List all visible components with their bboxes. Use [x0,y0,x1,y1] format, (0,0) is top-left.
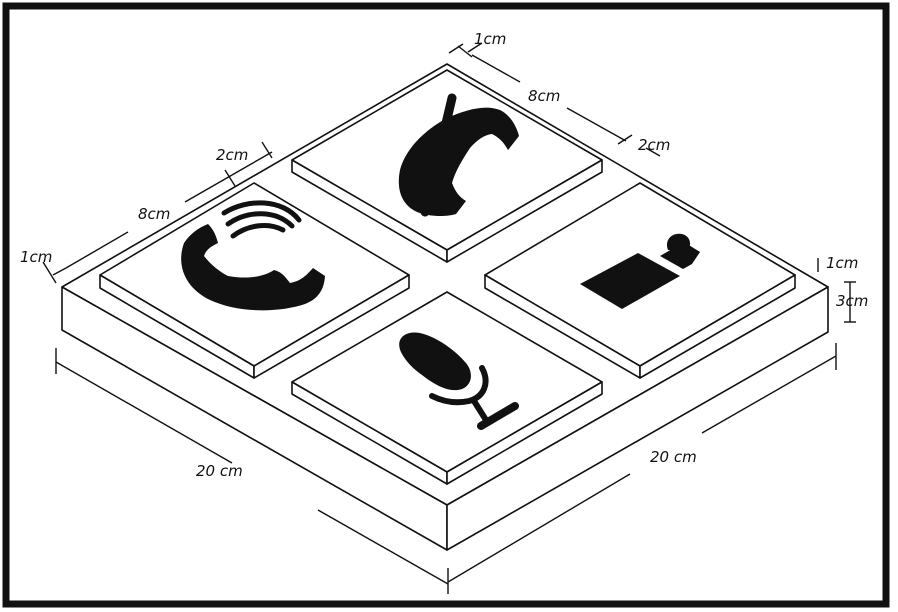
dimension-lines [42,42,856,594]
button-video[interactable] [484,182,796,379]
dim-label-button-height: 1cm [826,254,858,272]
dim-label-left-gap: 2cm [216,146,248,164]
dim-label-top-margin: 1cm [474,30,506,48]
button-hangup[interactable] [291,69,603,263]
dim-label-base-left: 20 cm [196,462,243,480]
button-call-right-side [253,274,410,379]
button-video-right-side [639,274,796,379]
base-right-face [446,286,829,551]
button-hangup-right-side [446,159,603,263]
button-call[interactable] [99,182,410,379]
button-mic-right-side [446,381,603,485]
button-mic[interactable] [291,291,603,485]
dim-label-top-gap: 2cm [638,136,670,154]
dim-label-left-margin: 1cm [20,248,52,266]
microphone-icon [399,332,519,430]
phone-call-icon [181,200,325,311]
outer-frame [2,2,890,608]
video-camera-icon [580,233,700,309]
dim-label-base-right: 20 cm [650,448,697,466]
dim-label-left-button: 8cm [138,205,170,223]
base-slab [61,63,829,551]
dim-label-base-height: 3cm [836,292,868,310]
dim-label-top-button: 8cm [528,87,560,105]
phone-hangup-icon [398,93,519,217]
